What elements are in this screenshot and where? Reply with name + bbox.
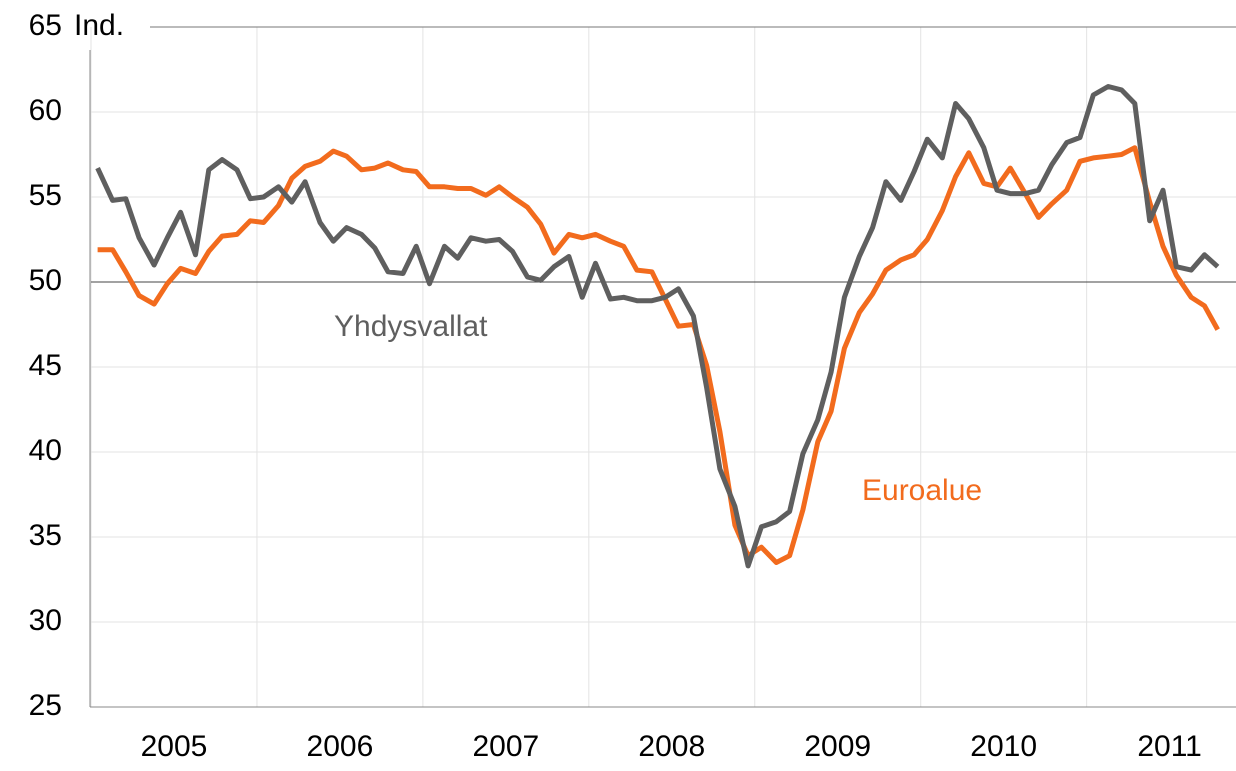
x-tick-label: 2007 <box>472 730 539 763</box>
y-tick-label: 35 <box>29 519 62 552</box>
x-tick-label: 2008 <box>638 730 705 763</box>
y-tick-label: 40 <box>29 434 62 467</box>
series-label: Euroalue <box>862 474 982 507</box>
y-tick-label: 55 <box>29 179 62 212</box>
y-tick-label: 60 <box>29 94 62 127</box>
y-tick-label: 65 <box>29 9 62 42</box>
y-tick-label: 25 <box>29 689 62 722</box>
series-line <box>97 145 1220 565</box>
y-tick-label: 50 <box>29 264 62 297</box>
x-tick-label: 2009 <box>804 730 871 763</box>
series-line <box>95 84 1220 569</box>
x-tick-label: 2011 <box>1137 730 1202 763</box>
x-tick-label: 2010 <box>970 730 1037 763</box>
y-axis-label: Ind. <box>74 9 124 42</box>
y-tick-label: 30 <box>29 604 62 637</box>
y-tick-label: 45 <box>29 349 62 382</box>
x-tick-label: 2006 <box>307 730 374 763</box>
x-tick-label: 2005 <box>141 730 208 763</box>
series-label: Yhdysvallat <box>334 310 488 343</box>
